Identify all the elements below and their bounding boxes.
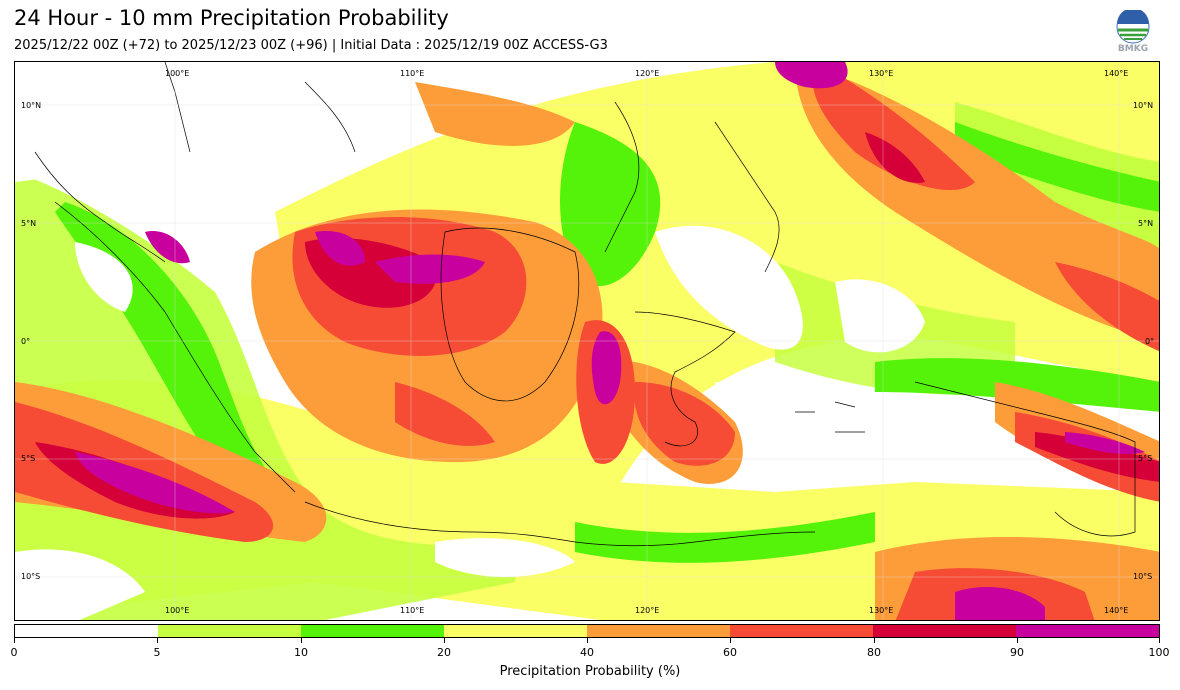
chart-title: 24 Hour - 10 mm Precipitation Probabilit… (14, 6, 449, 30)
colorbar-tick-label: 0 (10, 646, 18, 659)
lon-label-bottom: 110°E (400, 606, 425, 615)
lat-label-right: 0° (1145, 337, 1155, 346)
colorbar-tick (1017, 638, 1018, 643)
colorbar-tick (1159, 638, 1160, 643)
lon-label-bottom: 140°E (1104, 606, 1129, 615)
colorbar (14, 624, 1160, 638)
lon-label-top: 110°E (400, 69, 425, 78)
colorbar-segment (301, 625, 444, 637)
probability-fill-white-gaps (15, 62, 925, 620)
colorbar-tick-label: 40 (580, 646, 594, 659)
lon-label-top: 130°E (869, 69, 894, 78)
colorbar-tick (874, 638, 875, 643)
colorbar-segment (730, 625, 873, 637)
chart-subtitle: 2025/12/22 00Z (+72) to 2025/12/23 00Z (… (14, 38, 608, 53)
lon-label-top: 140°E (1104, 69, 1129, 78)
colorbar-tick-label: 80 (867, 646, 881, 659)
colorbar-segment (1016, 625, 1159, 637)
lat-label-right: 10°N (1133, 101, 1154, 110)
colorbar-tick-label: 100 (1148, 646, 1170, 659)
lat-label-right: 10°S (1133, 572, 1153, 581)
colorbar-segment (444, 625, 587, 637)
lat-label-left: 10°N (21, 101, 42, 110)
logo-text: BMKG (1117, 44, 1149, 54)
bmkg-logo (1114, 8, 1152, 56)
lon-label-top: 120°E (635, 69, 660, 78)
lon-label-bottom: 130°E (869, 606, 894, 615)
lat-label-left: 5°S (21, 454, 36, 463)
colorbar-segment (158, 625, 301, 637)
lat-label-left: 10°S (21, 572, 41, 581)
bmkg-logo-icon (1116, 8, 1150, 44)
colorbar-tick (730, 638, 731, 643)
colorbar-tick-label: 60 (723, 646, 737, 659)
colorbar-segment (873, 625, 1016, 637)
lat-label-right: 5°N (1138, 219, 1154, 228)
colorbar-tick (587, 638, 588, 643)
lon-label-top: 100°E (165, 69, 190, 78)
graticule (15, 62, 1159, 620)
colorbar-segment (587, 625, 730, 637)
colorbar-tick-label: 20 (437, 646, 451, 659)
colorbar-tick (444, 638, 445, 643)
lat-label-right: 5°S (1138, 454, 1153, 463)
colorbar-tick-label: 10 (294, 646, 308, 659)
colorbar-label: Precipitation Probability (%) (499, 664, 681, 679)
colorbar-segment (15, 625, 158, 637)
colorbar-tick (301, 638, 302, 643)
colorbar-tick-label: 90 (1010, 646, 1024, 659)
probability-fill-magenta (75, 62, 1145, 620)
lon-label-bottom: 100°E (165, 606, 190, 615)
lon-label-bottom: 120°E (635, 606, 660, 615)
colorbar-tick-label: 5 (153, 646, 161, 659)
lat-label-left: 0° (21, 337, 31, 346)
precipitation-map: 100°E 110°E 120°E 130°E 140°E 100°E 110°… (14, 61, 1160, 621)
lat-label-left: 5°N (21, 219, 37, 228)
precipitation-field (15, 62, 1159, 620)
colorbar-tick (157, 638, 158, 643)
colorbar-tick (14, 638, 15, 643)
